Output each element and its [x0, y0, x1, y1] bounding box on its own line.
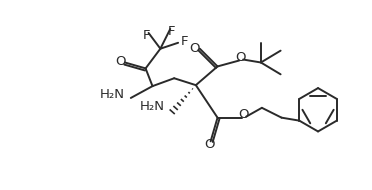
Text: O: O [235, 51, 246, 64]
Text: F: F [143, 29, 150, 42]
Text: O: O [204, 138, 215, 151]
Text: H₂N: H₂N [100, 89, 125, 101]
Text: H₂N: H₂N [140, 100, 164, 113]
Text: F: F [167, 25, 175, 38]
Text: F: F [180, 35, 188, 48]
Text: O: O [238, 108, 248, 121]
Text: O: O [190, 42, 200, 55]
Text: O: O [116, 55, 126, 68]
